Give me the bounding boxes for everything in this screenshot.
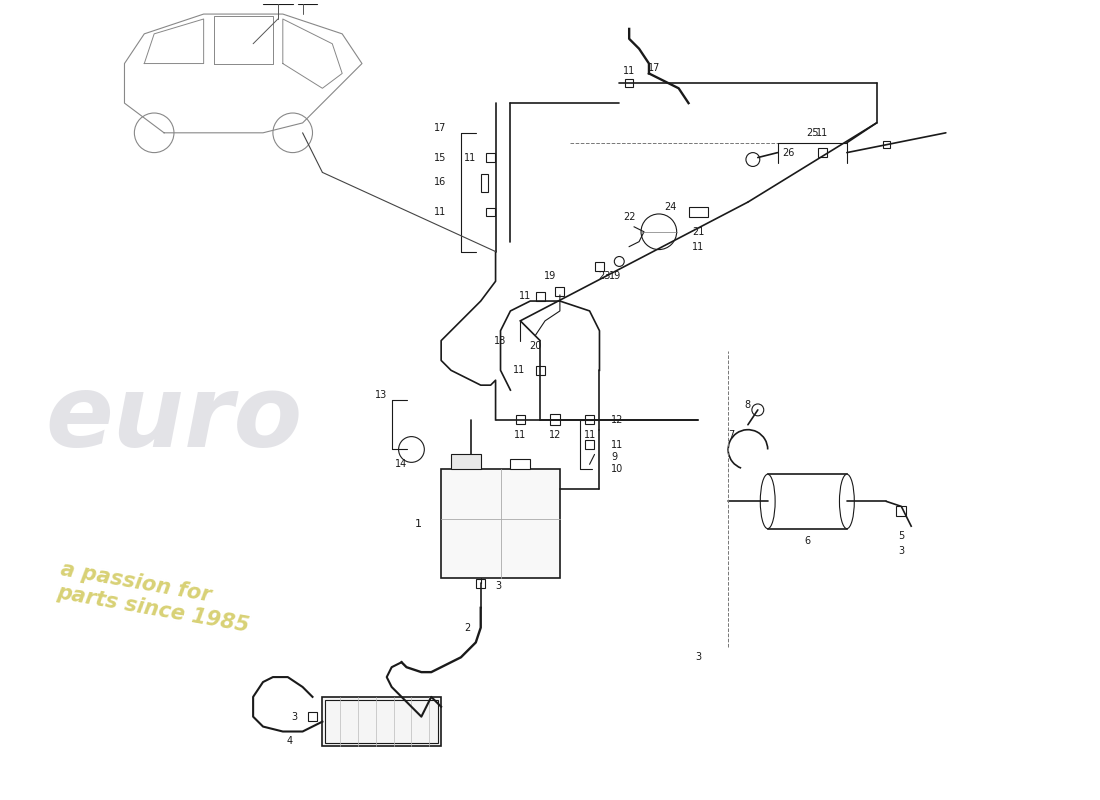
- Circle shape: [641, 214, 676, 250]
- Bar: [536, 366, 544, 374]
- Text: 3: 3: [899, 546, 904, 556]
- Text: 11: 11: [623, 66, 636, 77]
- Bar: [536, 292, 544, 301]
- Text: 6: 6: [804, 535, 811, 546]
- Bar: [883, 142, 890, 148]
- Circle shape: [134, 113, 174, 153]
- Text: 11: 11: [816, 128, 828, 138]
- Bar: [326, 700, 438, 743]
- Bar: [441, 470, 560, 578]
- Text: 11: 11: [583, 430, 596, 440]
- Bar: [595, 262, 604, 271]
- Bar: [585, 415, 594, 424]
- Text: 22: 22: [623, 212, 636, 222]
- Text: 3: 3: [695, 652, 702, 662]
- Text: 20: 20: [529, 341, 541, 350]
- Bar: [308, 712, 317, 721]
- Text: 19: 19: [543, 271, 557, 282]
- Text: 15: 15: [433, 153, 447, 162]
- Bar: [625, 79, 634, 87]
- Text: 13: 13: [374, 390, 387, 400]
- Text: 11: 11: [519, 291, 531, 301]
- Text: 23: 23: [598, 271, 611, 282]
- Text: 2: 2: [464, 622, 471, 633]
- Bar: [298, 0, 318, 4]
- Bar: [556, 286, 564, 295]
- Bar: [768, 474, 847, 529]
- Bar: [322, 697, 441, 746]
- Text: a passion for
parts since 1985: a passion for parts since 1985: [55, 560, 255, 636]
- Text: euro: euro: [45, 371, 303, 468]
- Bar: [481, 174, 487, 192]
- Bar: [689, 207, 708, 217]
- Text: 12: 12: [549, 430, 561, 440]
- Text: 7: 7: [728, 430, 735, 440]
- Text: 24: 24: [663, 202, 676, 212]
- Text: 16: 16: [433, 178, 447, 187]
- Text: 14: 14: [395, 459, 408, 470]
- Bar: [550, 414, 560, 426]
- Bar: [451, 454, 481, 470]
- Text: 11: 11: [612, 439, 624, 450]
- Text: 21: 21: [692, 226, 705, 237]
- Circle shape: [398, 437, 425, 462]
- Text: 11: 11: [433, 207, 447, 217]
- Text: 12: 12: [612, 414, 624, 425]
- Bar: [476, 578, 485, 587]
- Text: 11: 11: [513, 366, 526, 375]
- Bar: [896, 506, 906, 516]
- Bar: [486, 153, 495, 162]
- Text: 8: 8: [745, 400, 751, 410]
- Bar: [510, 459, 530, 470]
- Text: 18: 18: [494, 336, 507, 346]
- Bar: [585, 440, 594, 449]
- Text: 17: 17: [648, 63, 660, 74]
- Text: 26: 26: [782, 148, 795, 158]
- Text: 10: 10: [612, 464, 624, 474]
- Text: 11: 11: [514, 430, 527, 440]
- Circle shape: [273, 113, 312, 153]
- Ellipse shape: [760, 474, 775, 529]
- Text: 11: 11: [692, 242, 705, 252]
- Circle shape: [746, 153, 760, 166]
- Bar: [486, 207, 495, 217]
- Text: 17: 17: [433, 123, 447, 133]
- Text: 3: 3: [496, 581, 502, 591]
- Text: 3: 3: [292, 712, 298, 722]
- Circle shape: [614, 257, 624, 266]
- Bar: [516, 415, 525, 424]
- Text: 1: 1: [415, 518, 421, 529]
- Text: 11: 11: [463, 153, 476, 162]
- Text: 4: 4: [287, 737, 293, 746]
- Text: 9: 9: [612, 452, 617, 462]
- Bar: [263, 0, 293, 4]
- Text: 19: 19: [609, 271, 622, 282]
- Ellipse shape: [839, 474, 855, 529]
- Bar: [817, 148, 826, 157]
- Circle shape: [752, 404, 763, 416]
- Text: 25: 25: [806, 128, 818, 138]
- Text: 5: 5: [899, 531, 904, 541]
